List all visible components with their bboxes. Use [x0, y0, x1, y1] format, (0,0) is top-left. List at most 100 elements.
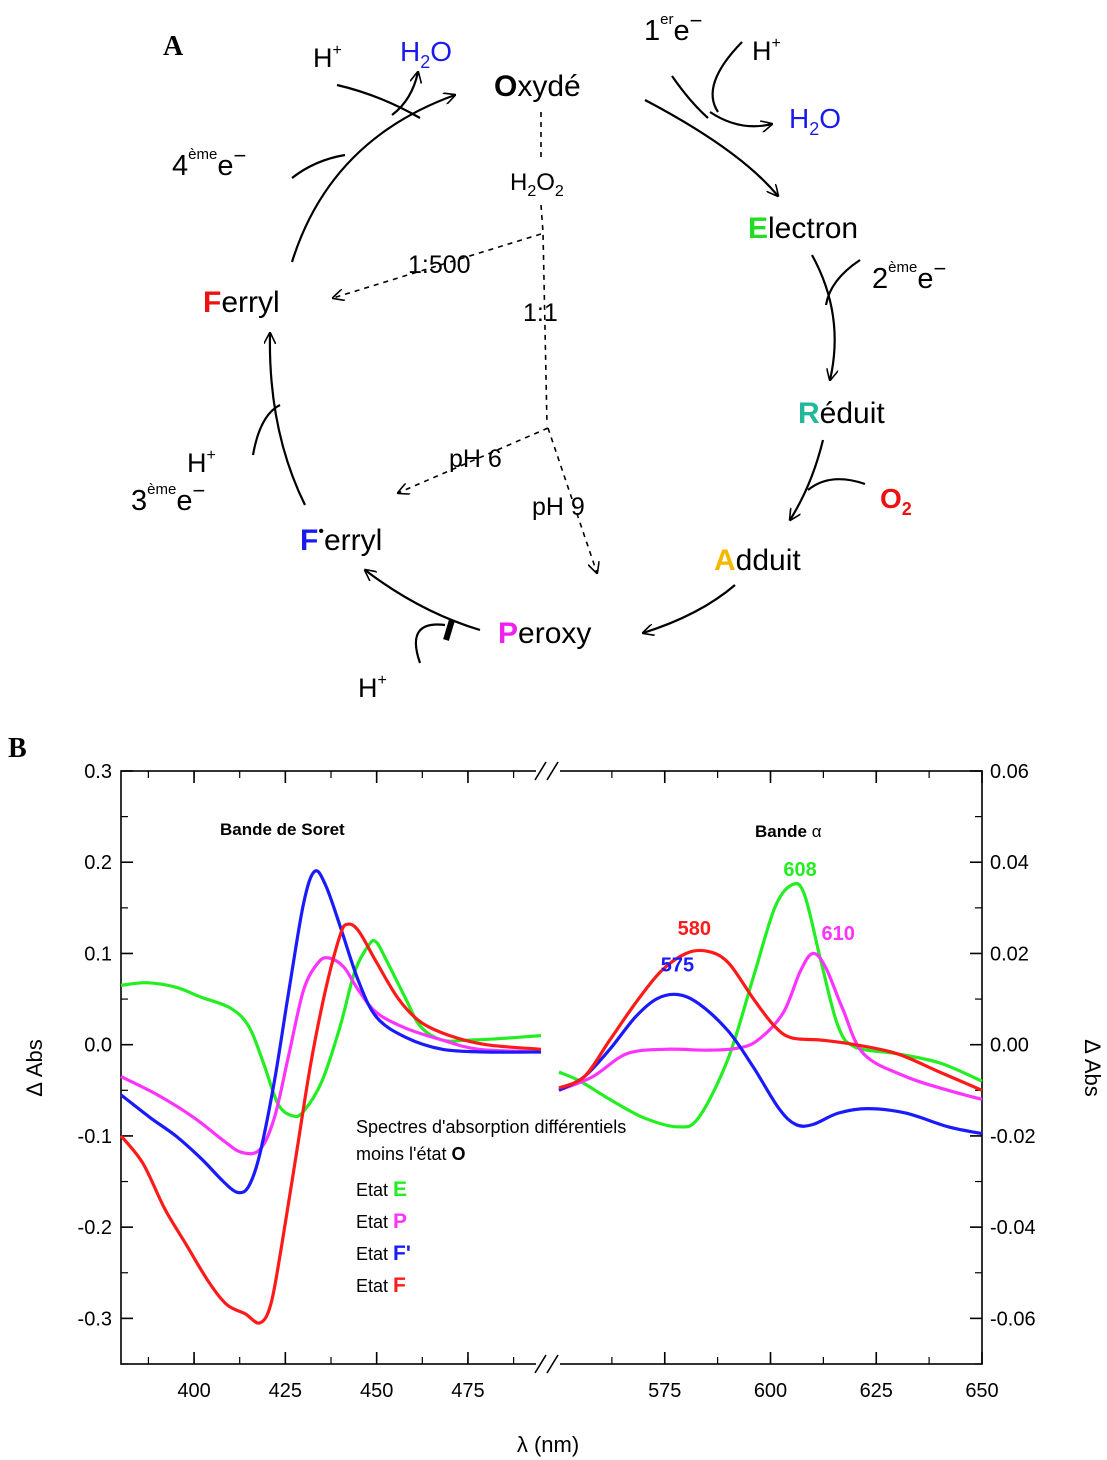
- ylabel-right: Δ Abs: [1080, 1039, 1105, 1097]
- peak-label: 610: [821, 923, 854, 945]
- legend-title-2: moins l'état O: [356, 1144, 466, 1164]
- state-e-rest: lectron: [768, 212, 858, 245]
- y-ticks-left: 0.3 0.2 0.1 0.0 -0.1 -0.2 -0.3: [78, 761, 133, 1365]
- panel-b: B 0.30.20.10.0-0.1-0.2-0.3 0.060.040.020…: [8, 733, 1105, 1457]
- series-fprime-soret: [120, 869, 542, 1195]
- h2o-top-right: H2O: [789, 103, 841, 139]
- h-plus-left: H+: [187, 447, 216, 478]
- h2o2-label: H2O2: [510, 169, 564, 200]
- arrow-h2o-out-top-left: [391, 72, 418, 116]
- y-tick-label-left: -0.3: [78, 1308, 112, 1330]
- arrow-third-in: [251, 404, 281, 456]
- state-fp-letter: F: [300, 524, 318, 557]
- y-tick-label-left: 0.1: [84, 943, 112, 965]
- x-tick-label: 650: [965, 1380, 998, 1402]
- series-layer: [119, 869, 983, 1325]
- series-e-alpha: [558, 881, 983, 1129]
- dashed-main-trunk: [540, 112, 548, 426]
- arrow-a-to-p: [643, 584, 736, 633]
- y-tick-label-left: 0.3: [84, 761, 112, 783]
- xlabel: λ (nm): [517, 1432, 579, 1457]
- state-a-rest: dduit: [736, 544, 802, 577]
- state-peroxy: Peroxy: [498, 617, 591, 650]
- state-r-rest: éduit: [820, 397, 886, 430]
- state-fprime-ferryl: F•erryl: [300, 523, 382, 557]
- state-f-letter: F: [203, 286, 221, 319]
- y-tick-label-right: 0.02: [990, 943, 1029, 965]
- series-p-alpha: [558, 951, 983, 1101]
- x-ticks: 400 425 450 475 575 600 625 650: [147, 771, 999, 1402]
- series-e-soret: [120, 938, 542, 1119]
- legend-entry: Etat P: [356, 1210, 407, 1233]
- panel-a: A Oxydé Electron Réduit Adduit Peroxy F•…: [131, 8, 946, 703]
- arrow-f-to-o: [290, 95, 455, 263]
- state-reduit: Réduit: [798, 397, 885, 430]
- x-tick-label: 475: [451, 1380, 484, 1402]
- state-e-letter: E: [748, 212, 768, 245]
- peak-label: 575: [661, 955, 694, 977]
- x-tick-label: 425: [269, 1380, 302, 1402]
- ratio-1-1: 1:1: [523, 299, 558, 327]
- third-electron: 3èmee−: [131, 478, 205, 517]
- state-f-rest: erryl: [221, 286, 279, 319]
- state-p-rest: eroxy: [518, 617, 591, 650]
- state-r-letter: R: [798, 397, 820, 430]
- arrow-o-to-e: [644, 99, 778, 196]
- panel-a-label: A: [163, 31, 184, 62]
- legend-entry: Etat F': [356, 1242, 411, 1265]
- first-electron: 1ere−: [644, 8, 702, 47]
- legend-title-1: Spectres d'absorption différentiels: [356, 1117, 626, 1137]
- arrow-e1-in: [671, 75, 709, 119]
- state-adduit: Adduit: [714, 544, 801, 577]
- h2o-top-left: H2O: [400, 36, 452, 72]
- fourth-electron: 4èmee−: [172, 143, 246, 182]
- state-o-letter: O: [494, 70, 517, 103]
- o2-label: O2: [880, 483, 912, 519]
- legend-entry: Etat E: [356, 1178, 407, 1201]
- ph9-label: pH 9: [532, 493, 585, 521]
- ph6-label: pH 6: [449, 445, 502, 473]
- y-tick-label-right: 0.06: [990, 761, 1029, 783]
- x-tick-label: 575: [648, 1380, 681, 1402]
- arrow-fourth-in: [291, 153, 346, 179]
- state-fp-mark: •: [318, 523, 324, 540]
- legend-entry: Etat F: [356, 1274, 406, 1297]
- y-tick-label-left: -0.2: [78, 1217, 112, 1239]
- arrow-h-in-bottom: [414, 623, 446, 664]
- state-oxyde: Oxydé: [494, 70, 581, 103]
- dashed-to-fprime: [398, 427, 549, 493]
- y-tick-label-left: 0.2: [84, 852, 112, 874]
- arrow-fp-to-f: [270, 333, 306, 506]
- state-ferryl: Ferryl: [203, 286, 280, 319]
- arrow-h2o-out-top-right: [709, 111, 772, 126]
- peak-labels: 608 580 575 610: [661, 859, 855, 977]
- y-tick-label-left: -0.1: [78, 1126, 112, 1148]
- panel-b-label: B: [8, 733, 27, 764]
- series-fprime-alpha: [558, 992, 983, 1136]
- state-p-letter: P: [498, 617, 518, 650]
- h-plus-top-right: H+: [752, 35, 781, 66]
- arrow-h-in-top-left: [336, 83, 421, 119]
- y-tick-label-right: 0.00: [990, 1035, 1029, 1057]
- arrow-e2-in: [824, 259, 861, 306]
- arrow-r-to-a: [790, 439, 825, 520]
- y-ticks-right: 0.06 0.04 0.02 0.00 -0.02 -0.04 -0.06: [970, 761, 1036, 1365]
- peak-label: 580: [678, 918, 711, 940]
- inhibition-bar: [443, 619, 455, 641]
- y-tick-label-right: -0.06: [990, 1308, 1036, 1330]
- h-plus-bottom: H+: [358, 672, 387, 703]
- state-a-letter: A: [714, 544, 736, 577]
- y-tick-label-right: -0.04: [990, 1217, 1036, 1239]
- series-f-alpha: [558, 948, 983, 1092]
- series-p-soret: [120, 956, 542, 1156]
- x-tick-label: 600: [754, 1380, 787, 1402]
- h-plus-top-left: H+: [313, 42, 342, 73]
- series-f-soret: [119, 922, 542, 1325]
- y-tick-label-left: 0.0: [84, 1035, 112, 1057]
- y-tick-label-right: -0.02: [990, 1126, 1036, 1148]
- arrow-p-to-fp: [365, 570, 481, 632]
- dashed-to-ferryl: [333, 233, 542, 298]
- legend: Spectres d'absorption différentiels moin…: [356, 1117, 626, 1297]
- ratio-1-500: 1:500: [408, 251, 471, 279]
